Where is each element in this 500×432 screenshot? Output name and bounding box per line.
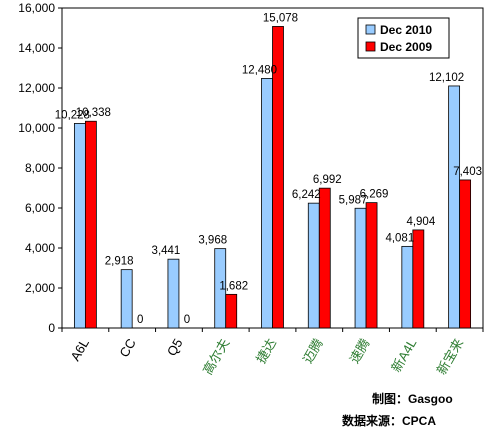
legend-label: Dec 2009 [380,40,432,54]
data-label: 2,918 [105,256,134,268]
bar-dec-2010 [401,245,414,329]
bar-dec-2010 [167,258,180,329]
bar-dec-2009 [318,187,331,329]
bar-dec-2010 [307,202,320,329]
data-label: 6,242 [292,189,321,201]
x-category-label: 新宝来 [434,336,466,377]
bar-dec-2010 [120,269,133,329]
bar-dec-2010 [261,78,273,329]
bar-dec-2010 [448,85,461,329]
legend-swatch-dec-2009 [365,41,376,52]
x-category-label: 高尔夫 [200,336,232,377]
legend: Dec 2010 Dec 2009 [357,17,450,59]
bar-dec-2009 [365,202,378,329]
legend-swatch-dec-2010 [365,24,376,35]
x-category-label: Q5 [164,336,186,359]
credit-source: 数据来源：CPCA [342,413,436,428]
y-tick-label: 2,000 [25,281,55,295]
y-tick-label: 6,000 [25,201,55,215]
data-label: 6,269 [360,189,389,201]
data-label: 0 [184,314,190,326]
data-label: 7,403 [453,166,482,178]
bar-dec-2010 [354,207,367,329]
x-category-label: 捷达 [253,336,279,366]
y-tick-label: 10,000 [18,121,55,135]
x-category-label: A6L [67,336,92,364]
bar-dec-2009 [412,229,425,329]
data-label: 10,338 [76,107,111,119]
y-tick-label: 16,000 [18,1,55,15]
data-label: 12,102 [429,72,464,84]
data-label: 10,228 [55,109,90,121]
y-axis: 0 2,000 4,000 6,000 8,000 10,000 12,000 14,000 1… [18,1,62,335]
data-label: 15,078 [263,12,298,24]
bar-dec-2009 [225,293,238,329]
data-label: 3,968 [198,235,227,247]
bar-dec-2009 [84,120,97,329]
credit-made-by: 制图：Gasgoo [372,391,453,406]
y-tick-label: 12,000 [18,81,55,95]
x-category-label: CC [116,336,138,360]
y-tick-label: 14,000 [18,41,55,55]
data-label: 1,682 [219,280,248,292]
data-label: 4,904 [406,216,435,228]
data-label: 4,081 [385,232,414,244]
data-label: 3,441 [152,245,181,257]
data-label: 12,480 [242,64,277,76]
x-category-label: 迈腾 [300,336,326,366]
y-tick-label: 8,000 [25,161,55,175]
y-tick-label: 4,000 [25,241,55,255]
bar-dec-2009 [272,26,284,329]
x-category-label: 新A4L [388,336,419,375]
x-axis: A6L CC Q5 高尔夫 捷达 迈腾 速腾 新A4L 新宝来 [61,328,484,377]
data-label: 0 [137,314,143,326]
bar-dec-2009 [459,179,472,329]
data-label: 6,992 [313,174,342,186]
bars [73,26,472,329]
legend-label: Dec 2010 [380,23,432,37]
bar-dec-2010 [214,248,227,329]
y-tick-label: 0 [48,321,55,335]
bar-dec-2010 [73,123,86,329]
x-category-label: 速腾 [347,336,373,366]
data-label: 5,987 [339,194,368,206]
